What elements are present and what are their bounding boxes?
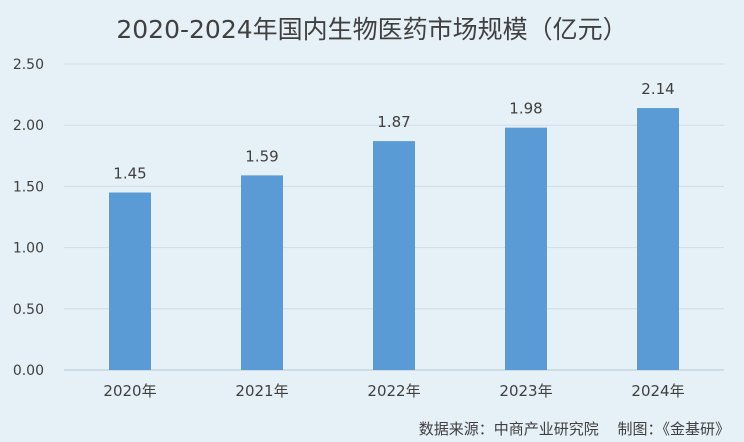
data-label: 1.59 (245, 147, 278, 165)
y-tick-label: 2.50 (13, 57, 44, 73)
y-tick-label: 2.00 (13, 118, 44, 134)
bar (241, 175, 283, 370)
x-tick-label: 2022年 (367, 382, 420, 400)
data-label: 1.87 (377, 113, 410, 131)
x-tick-label: 2020年 (103, 382, 156, 400)
bar (505, 127, 547, 370)
chart-title: 2020-2024年国内生物医药市场规模（亿元） (116, 15, 628, 44)
source-note: 数据来源：中商产业研究院 制图：《金基研》 (405, 418, 730, 439)
x-tick-label: 2021年 (235, 382, 288, 400)
y-tick-label: 1.50 (13, 179, 44, 195)
credit-text: 制图：《金基研》 (617, 420, 730, 438)
x-tick-label: 2023年 (499, 382, 552, 400)
y-tick-label: 0.50 (13, 302, 44, 318)
bar (109, 192, 151, 370)
bar (637, 108, 679, 371)
data-label: 2.14 (641, 80, 674, 98)
data-label: 1.45 (113, 165, 146, 183)
source-text: 数据来源：中商产业研究院 (418, 420, 599, 438)
y-tick-label: 0.00 (13, 363, 44, 379)
x-tick-label: 2024年 (631, 382, 684, 400)
data-label: 1.98 (509, 100, 542, 118)
bar (373, 141, 415, 370)
y-tick-label: 1.00 (13, 241, 44, 257)
